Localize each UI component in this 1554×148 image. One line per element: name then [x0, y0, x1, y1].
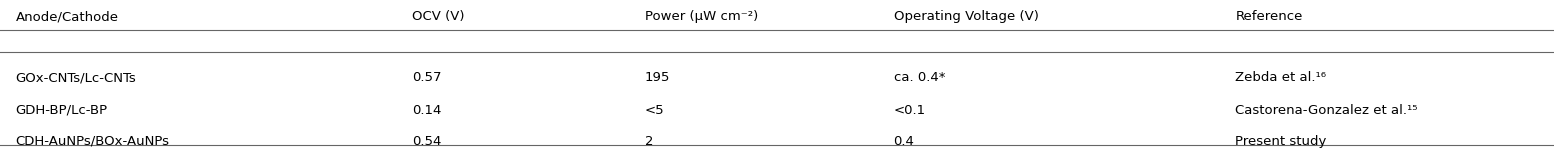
Text: GOx-CNTs/Lc-CNTs: GOx-CNTs/Lc-CNTs [16, 71, 137, 84]
Text: Castorena-Gonzalez et al.¹⁵: Castorena-Gonzalez et al.¹⁵ [1235, 104, 1417, 117]
Text: 0.14: 0.14 [412, 104, 441, 117]
Text: <5: <5 [645, 104, 665, 117]
Text: <0.1: <0.1 [894, 104, 926, 117]
Text: CDH-AuNPs/BOx-AuNPs: CDH-AuNPs/BOx-AuNPs [16, 135, 169, 148]
Text: Power (μW cm⁻²): Power (μW cm⁻²) [645, 10, 758, 23]
Text: 2: 2 [645, 135, 653, 148]
Text: 195: 195 [645, 71, 670, 84]
Text: Zebda et al.¹⁶: Zebda et al.¹⁶ [1235, 71, 1327, 84]
Text: Reference: Reference [1235, 10, 1302, 23]
Text: ca. 0.4*: ca. 0.4* [894, 71, 945, 84]
Text: GDH-BP/Lc-BP: GDH-BP/Lc-BP [16, 104, 107, 117]
Text: Anode/Cathode: Anode/Cathode [16, 10, 118, 23]
Text: 0.4: 0.4 [894, 135, 914, 148]
Text: 0.54: 0.54 [412, 135, 441, 148]
Text: Present study: Present study [1235, 135, 1327, 148]
Text: OCV (V): OCV (V) [412, 10, 465, 23]
Text: 0.57: 0.57 [412, 71, 441, 84]
Text: Operating Voltage (V): Operating Voltage (V) [894, 10, 1038, 23]
